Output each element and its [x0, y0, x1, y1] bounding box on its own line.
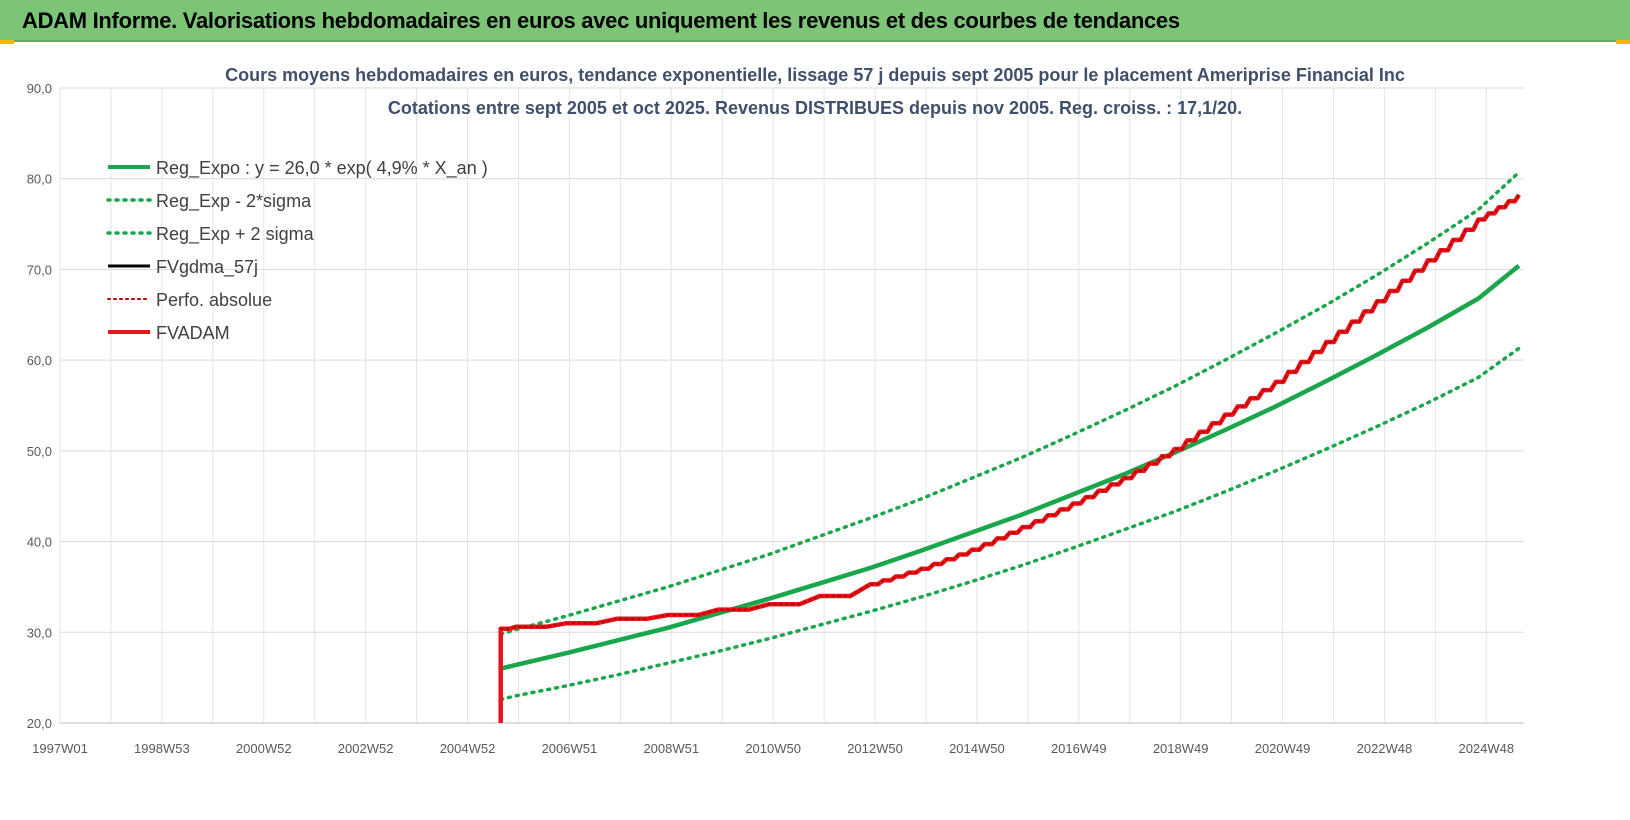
series-line-0 — [500, 264, 1521, 671]
y-tick-label: 60,0 — [27, 353, 52, 368]
legend: Reg_Expo : y = 26,0 * exp( 4,9% * X_an )… — [106, 158, 488, 343]
corner-marker — [1616, 40, 1630, 44]
x-tick-label: 1997W01 — [32, 741, 88, 756]
y-tick-label: 30,0 — [27, 625, 52, 640]
series-line-2 — [498, 170, 1521, 636]
corner-marker — [0, 40, 14, 44]
x-tick-label: 2012W50 — [847, 741, 903, 756]
series-line-3 — [500, 194, 1521, 631]
series-line-4 — [499, 194, 1520, 630]
x-tick-label: 2022W48 — [1357, 741, 1413, 756]
x-tick-label: 2020W49 — [1255, 741, 1311, 756]
x-tick-label: 1998W53 — [134, 741, 190, 756]
y-tick-label: 40,0 — [27, 535, 52, 550]
legend-label: Reg_Exp - 2*sigma — [156, 191, 312, 212]
series-line-5 — [498, 193, 1521, 723]
legend-label: Perfo. absolue — [156, 290, 272, 310]
chart-subtitle: Cotations entre sept 2005 et oct 2025. R… — [388, 98, 1242, 118]
y-tick-label: 80,0 — [27, 172, 52, 187]
x-tick-label: 2018W49 — [1153, 741, 1209, 756]
y-tick-label: 20,0 — [27, 716, 52, 731]
chart-title: Cours moyens hebdomadaires en euros, ten… — [225, 65, 1405, 85]
series-lines — [498, 170, 1521, 723]
x-tick-label: 2008W51 — [643, 741, 699, 756]
y-tick-label: 90,0 — [27, 81, 52, 96]
line-chart: 20,0 30,0 40,0 50,0 60,0 70,0 80,0 90,0 1997W01 1… — [27, 65, 1524, 756]
legend-label: Reg_Exp + 2 sigma — [156, 224, 315, 245]
y-tick-label: 50,0 — [27, 444, 52, 459]
x-tick-label: 2006W51 — [542, 741, 598, 756]
x-tick-label: 2016W49 — [1051, 741, 1107, 756]
legend-label: FVADAM — [156, 323, 230, 343]
x-tick-label: 2010W50 — [745, 741, 801, 756]
y-tick-label: 70,0 — [27, 262, 52, 277]
x-tick-label: 2002W52 — [338, 741, 394, 756]
banner-title: ADAM Informe. Valorisations hebdomadaire… — [22, 8, 1180, 33]
x-tick-label: 2014W50 — [949, 741, 1005, 756]
chart-area: 20,0 30,0 40,0 50,0 60,0 70,0 80,0 90,0 1997W01 1… — [0, 44, 1630, 815]
legend-label: FVgdma_57j — [156, 257, 258, 278]
x-tick-label: 2024W48 — [1458, 741, 1514, 756]
series-line-1 — [498, 346, 1521, 702]
x-tick-label: 2000W52 — [236, 741, 292, 756]
banner: ADAM Informe. Valorisations hebdomadaire… — [0, 0, 1630, 42]
legend-label: Reg_Expo : y = 26,0 * exp( 4,9% * X_an ) — [156, 158, 488, 179]
x-tick-label: 2004W52 — [440, 741, 496, 756]
grid — [59, 87, 1524, 724]
axes: 20,0 30,0 40,0 50,0 60,0 70,0 80,0 90,0 1997W01 1… — [27, 81, 1524, 756]
